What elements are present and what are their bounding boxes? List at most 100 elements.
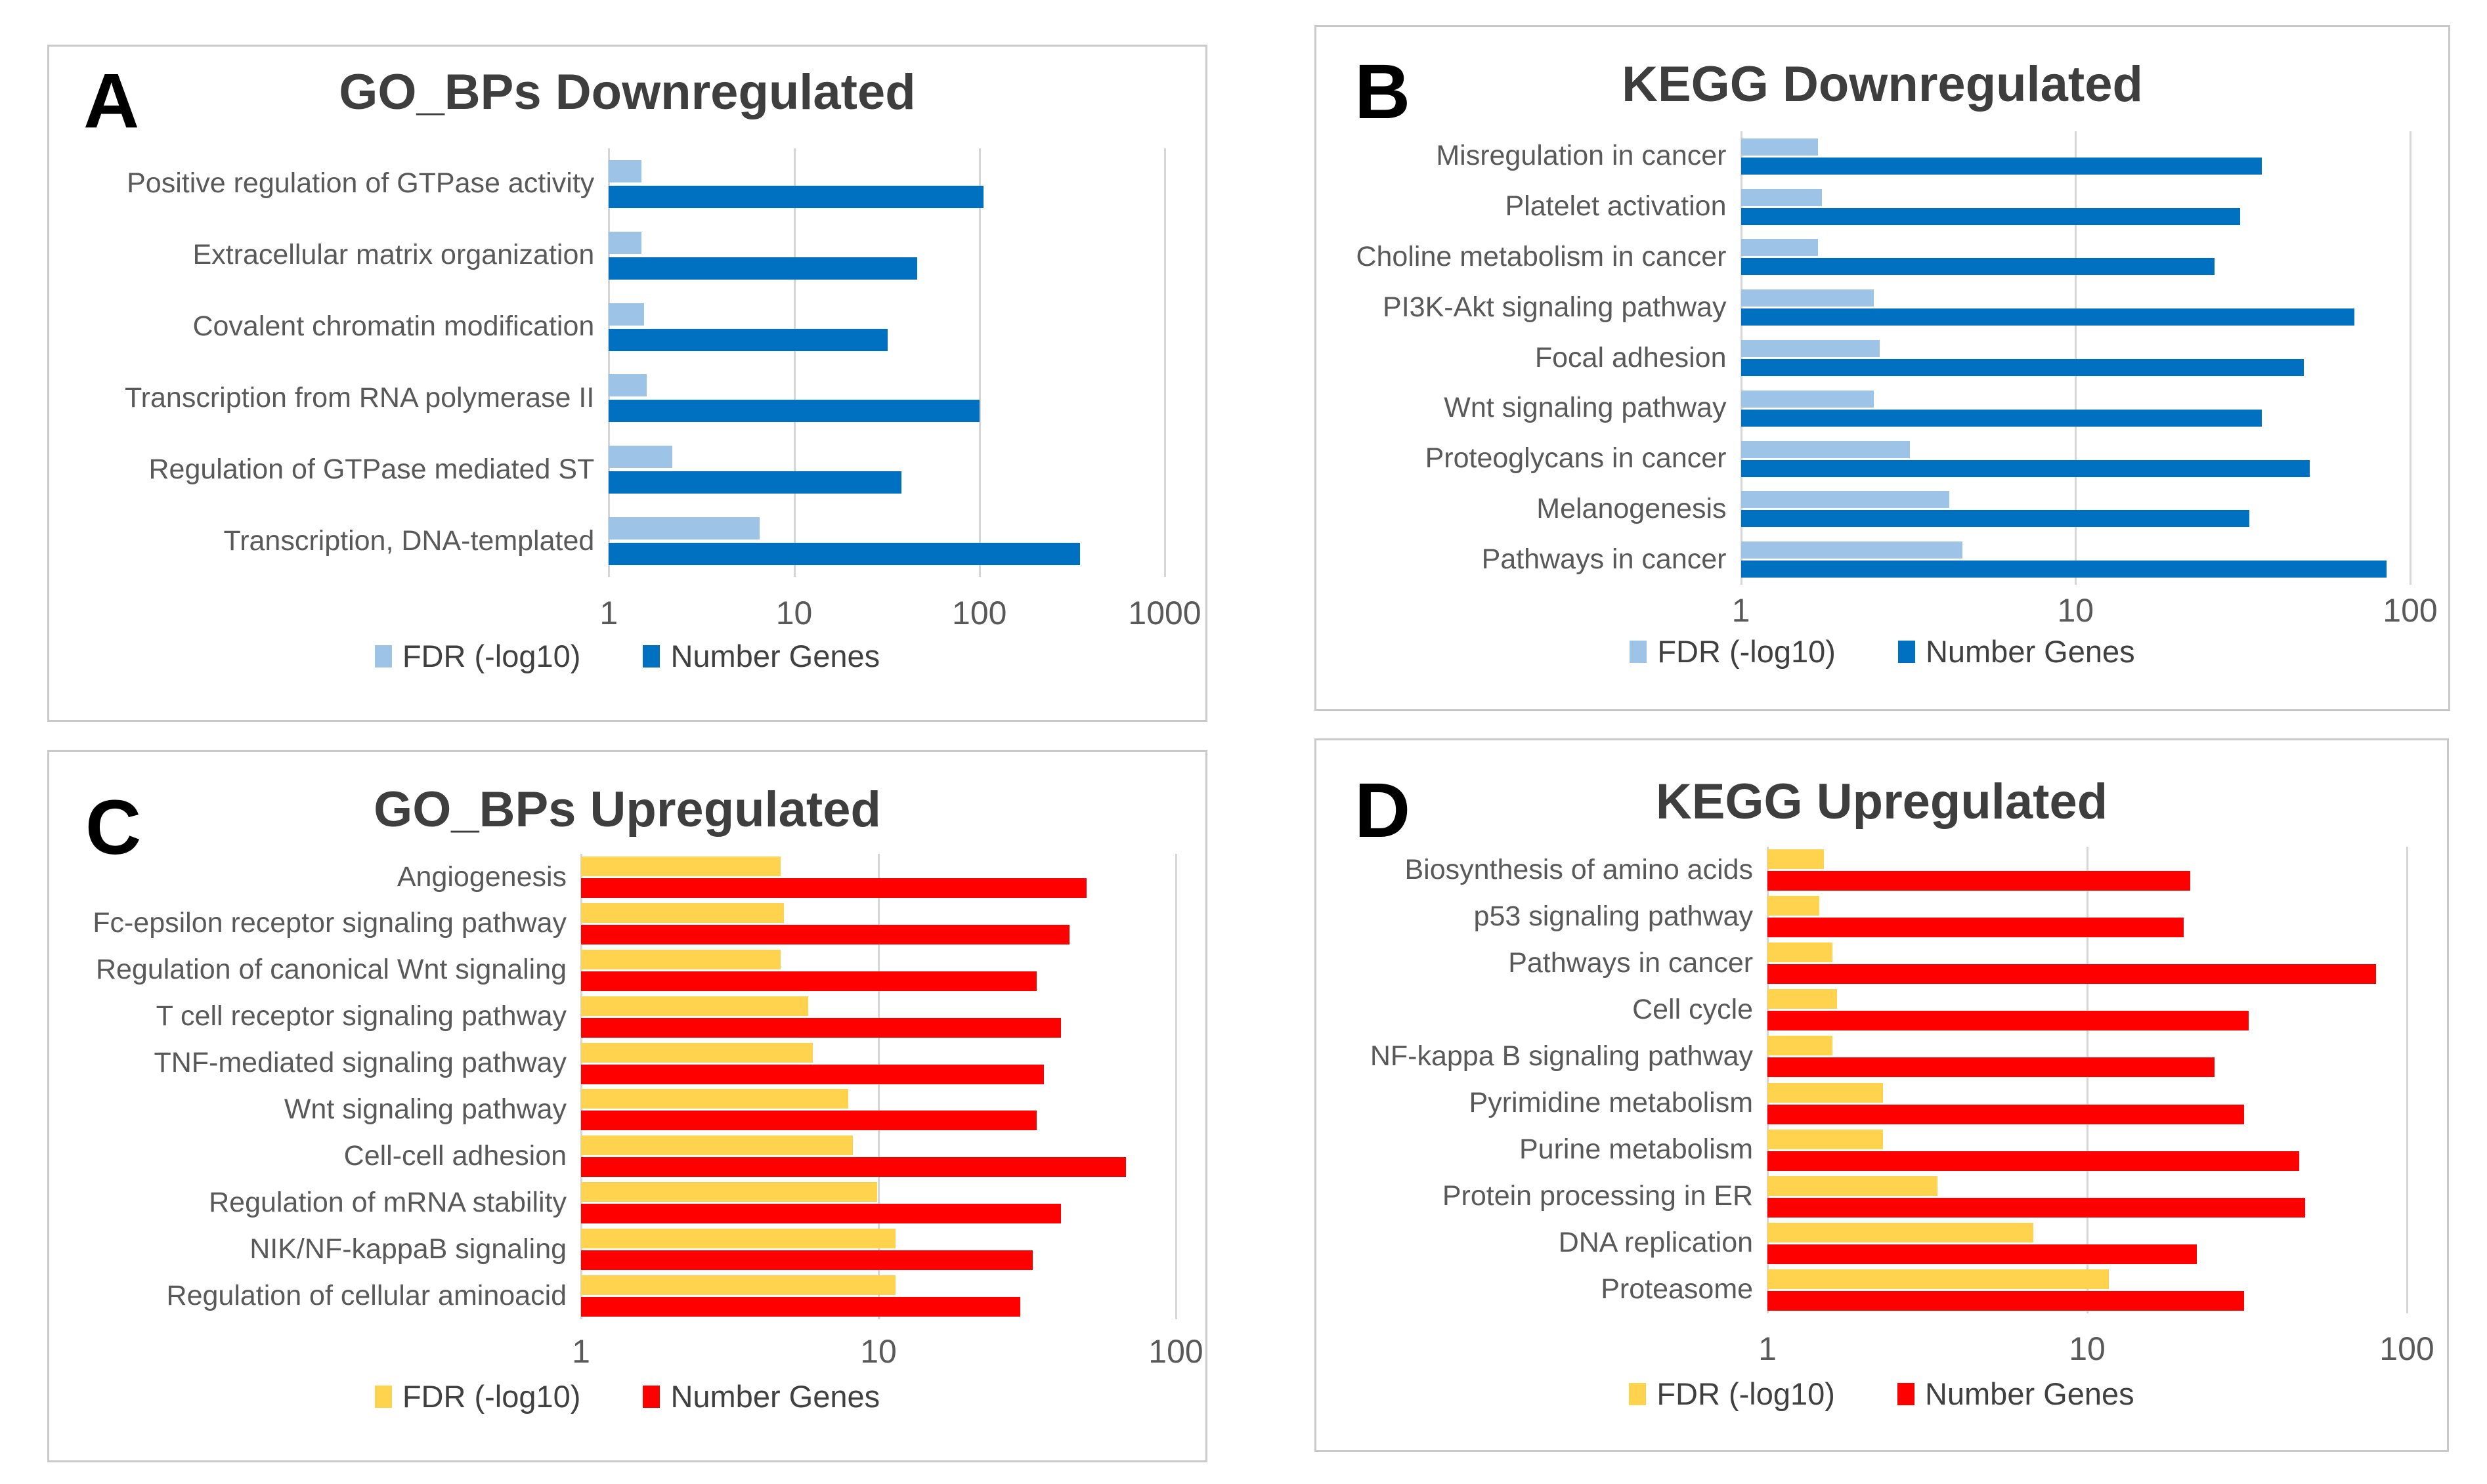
category-label: Regulation of cellular aminoacid	[166, 1279, 567, 1311]
fdr-bar	[1741, 138, 1818, 156]
category-label: Pathways in cancer	[1481, 543, 1727, 575]
fdr-bar	[1767, 849, 1824, 870]
category-label: Proteoglycans in cancer	[1425, 442, 1727, 475]
genes-bar	[1741, 258, 2215, 276]
bar-pair	[581, 1229, 1176, 1271]
legend-item-number-genes: Number Genes	[643, 1381, 880, 1412]
category-rows: Misregulation in cancer Platelet activati…	[1316, 131, 2448, 585]
gridline-1000	[1164, 148, 1166, 577]
category-label: Extracellular matrix organization	[192, 239, 595, 271]
genes-bar	[1767, 918, 2184, 938]
category-row: Regulation of canonical Wnt signaling	[49, 947, 1205, 994]
fdr-bar	[1741, 390, 1874, 408]
category-label: T cell receptor signaling pathway	[156, 1000, 567, 1032]
bar-pair	[1741, 541, 2411, 578]
bar-pair	[1741, 188, 2411, 225]
category-row: p53 signaling pathway	[1316, 893, 2447, 940]
x-axis-tick-label: 10	[775, 595, 813, 631]
legend-A: FDR (-log10) Number Genes	[49, 641, 1205, 671]
category-label: Angiogenesis	[397, 860, 567, 893]
bar-pair	[609, 446, 1165, 494]
bar-pair	[1767, 896, 2407, 938]
gridline-100	[2406, 847, 2408, 1313]
category-row: Biosynthesis of amino acids	[1316, 847, 2447, 893]
category-row: Fc-epsilon receptor signaling pathway	[49, 901, 1205, 947]
fdr-bar	[581, 856, 781, 876]
gridline-100	[1175, 854, 1177, 1319]
panel-C-go-bps-upregulated: C GO_BPs Upregulated Angiogenesis Fc-epsi…	[47, 750, 1207, 1462]
bar-pair	[581, 1275, 1176, 1317]
gridline-1	[608, 148, 611, 577]
genes-bar	[609, 400, 980, 423]
category-row: Platelet activation	[1316, 182, 2448, 232]
panel-D-kegg-upregulated: D KEGG Upregulated Biosynthesis of amino…	[1314, 738, 2449, 1452]
genes-bar	[609, 257, 917, 280]
category-label: Biosynthesis of amino acids	[1404, 853, 1754, 885]
x-axis-A: 1 10 100 1000	[599, 595, 1201, 639]
category-row: Proteoglycans in cancer	[1316, 434, 2448, 484]
bar-pair	[609, 374, 1165, 423]
legend-item-fdr: FDR (-log10)	[374, 641, 580, 671]
category-row: Misregulation in cancer	[1316, 131, 2448, 182]
category-row: Cell cycle	[1316, 986, 2447, 1033]
panel-letter-B: B	[1354, 49, 1411, 135]
gridline-10	[2087, 847, 2089, 1313]
legend-label: Number Genes	[1925, 634, 2135, 669]
panel-letter-D: D	[1354, 767, 1411, 854]
category-row: Proteasome	[1316, 1267, 2447, 1313]
fdr-bar	[581, 1229, 896, 1249]
fdr-bar	[1767, 1082, 1884, 1103]
fdr-bar	[1767, 896, 1819, 916]
genes-bar	[1767, 964, 2376, 985]
genes-bar	[1767, 1057, 2215, 1078]
fdr-bar	[1741, 541, 1963, 559]
fdr-bar	[581, 1275, 896, 1296]
fdr-bar	[581, 1042, 813, 1063]
x-axis-tick-label: 1	[572, 1333, 590, 1370]
bar-pair	[1741, 491, 2411, 528]
genes-bar	[1741, 157, 2262, 175]
panel-letter-C: C	[85, 784, 142, 871]
x-axis-C: 1 10 100	[572, 1335, 1203, 1377]
genes-bar	[581, 971, 1037, 991]
x-axis-tick-label: 1	[1758, 1330, 1777, 1367]
x-axis-tick-label: 100	[1148, 1333, 1203, 1370]
fdr-bar	[1767, 1176, 1937, 1196]
chart-title-A: GO_BPs Downregulated	[339, 64, 916, 120]
plot-area-C: Angiogenesis Fc-epsilon receptor signalin…	[49, 854, 1205, 1319]
number-genes-legend-swatch	[643, 645, 660, 668]
gridline-10	[878, 854, 880, 1319]
legend-item-number-genes: Number Genes	[643, 641, 880, 671]
category-row: Wnt signaling pathway	[1316, 383, 2448, 434]
category-label: PI3K-Akt signaling pathway	[1383, 291, 1727, 323]
x-axis-D: 1 10 100	[1758, 1332, 2434, 1374]
bar-pair	[609, 303, 1165, 351]
category-label: Positive regulation of GTPase activity	[127, 167, 595, 200]
fdr-legend-swatch	[374, 1385, 392, 1408]
x-axis-tick-label: 100	[2379, 1330, 2434, 1367]
category-row: Choline metabolism in cancer	[1316, 232, 2448, 283]
panel-A-go-bps-downregulated: A GO_BPs Downregulated Positive regulati…	[47, 45, 1207, 722]
category-label: Pyrimidine metabolism	[1469, 1087, 1754, 1119]
legend-label: FDR (-log10)	[1657, 634, 1836, 669]
category-row: Extracellular matrix organization	[49, 220, 1205, 291]
genes-bar	[1741, 308, 2354, 326]
legend-item-fdr: FDR (-log10)	[374, 1381, 580, 1412]
genes-bar	[581, 1017, 1061, 1038]
genes-bar	[1741, 459, 2310, 477]
category-row: Regulation of mRNA stability	[49, 1179, 1205, 1226]
fdr-bar	[1741, 239, 1818, 257]
fdr-bar	[581, 949, 781, 969]
fdr-bar	[1741, 440, 1910, 458]
fdr-bar	[609, 517, 760, 540]
gridline-10	[793, 148, 796, 577]
genes-bar	[581, 878, 1087, 898]
bar-pair	[581, 949, 1176, 991]
genes-bar	[581, 1250, 1033, 1271]
bar-pair	[1767, 1176, 2407, 1218]
bar-pair	[581, 856, 1176, 898]
category-label: Platelet activation	[1505, 190, 1727, 223]
category-row: DNA replication	[1316, 1220, 2447, 1267]
category-row: Angiogenesis	[49, 854, 1205, 901]
